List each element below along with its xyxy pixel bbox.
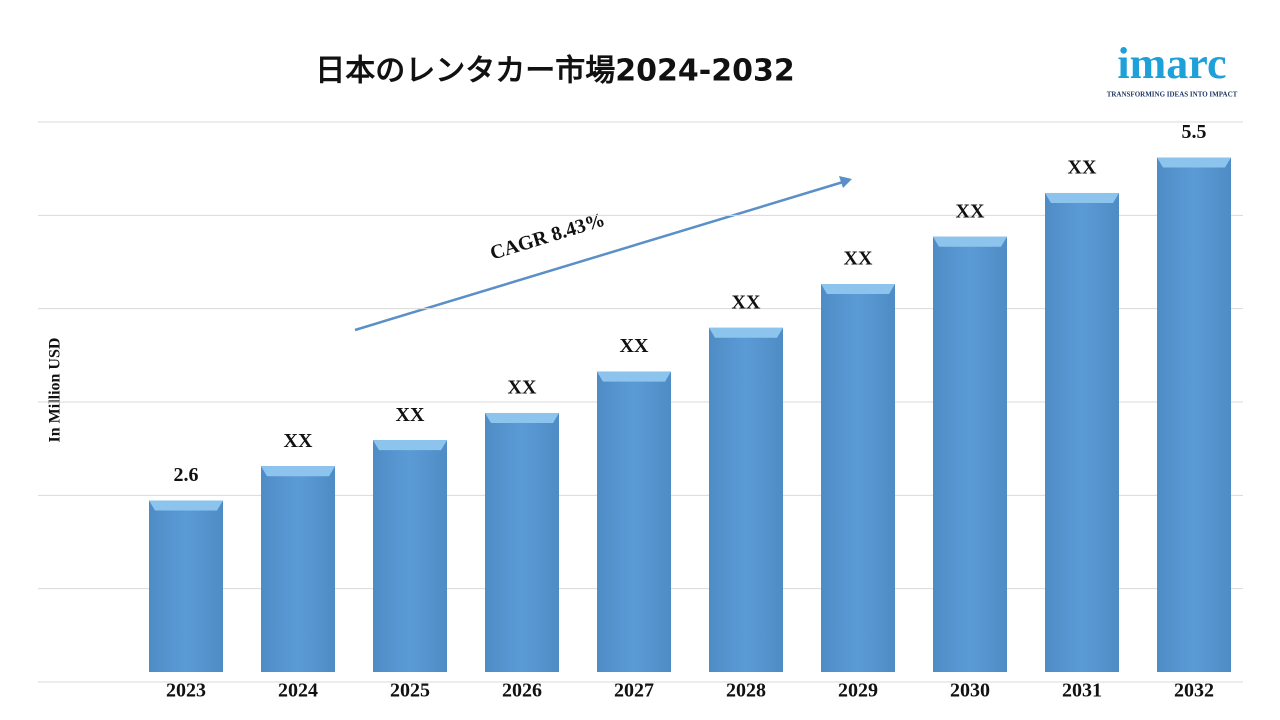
bar-top xyxy=(149,500,223,511)
bar xyxy=(709,327,783,672)
x-tick-label: 2032 xyxy=(1174,680,1214,702)
bar-top xyxy=(261,466,335,477)
x-tick-label: 2028 xyxy=(726,680,766,702)
bar xyxy=(149,500,223,672)
logo-tagline: TRANSFORMING IDEAS INTO IMPACT xyxy=(1107,91,1238,99)
bar-top xyxy=(1157,157,1231,168)
data-label: 5.5 xyxy=(1182,121,1207,143)
bar xyxy=(1045,192,1119,672)
bar-top xyxy=(1045,192,1119,203)
bar-top xyxy=(709,327,783,338)
cagr-annotation: CAGR 8.43% xyxy=(488,209,608,265)
bar-top xyxy=(933,236,1007,247)
bar xyxy=(933,236,1007,672)
bar-top xyxy=(373,440,447,451)
data-label: XX xyxy=(732,291,761,313)
x-tick-label: 2025 xyxy=(390,680,430,702)
x-tick-label: 2031 xyxy=(1062,680,1102,702)
x-tick-label: 2029 xyxy=(838,680,878,702)
cagr-arrowhead xyxy=(839,176,852,188)
logo: imarc xyxy=(1117,39,1226,88)
bar xyxy=(821,284,895,672)
bar-top xyxy=(597,371,671,382)
chart-title: 日本のレンタカー市場2024-2032 xyxy=(315,54,794,89)
x-tick-label: 2027 xyxy=(614,680,654,702)
x-tick-label: 2023 xyxy=(166,680,206,702)
data-label: 2.6 xyxy=(174,464,199,486)
bar xyxy=(485,412,559,672)
x-tick-label: 2024 xyxy=(278,680,318,702)
x-tick-label: 2026 xyxy=(502,680,542,702)
data-label: XX xyxy=(620,335,649,357)
data-label: XX xyxy=(284,430,313,452)
data-label: XX xyxy=(844,248,873,270)
bar xyxy=(1157,157,1231,672)
y-axis-label: In Million USD xyxy=(47,338,64,443)
cagr-arrow xyxy=(354,180,844,332)
bar xyxy=(597,371,671,672)
bar-top xyxy=(485,412,559,423)
x-tick-label: 2030 xyxy=(950,680,990,702)
bar-top xyxy=(821,284,895,295)
data-label: XX xyxy=(508,377,537,399)
data-label: XX xyxy=(396,404,425,426)
bar xyxy=(261,466,335,672)
data-label: XX xyxy=(956,200,985,222)
bar xyxy=(373,440,447,672)
data-label: XX xyxy=(1068,157,1097,179)
